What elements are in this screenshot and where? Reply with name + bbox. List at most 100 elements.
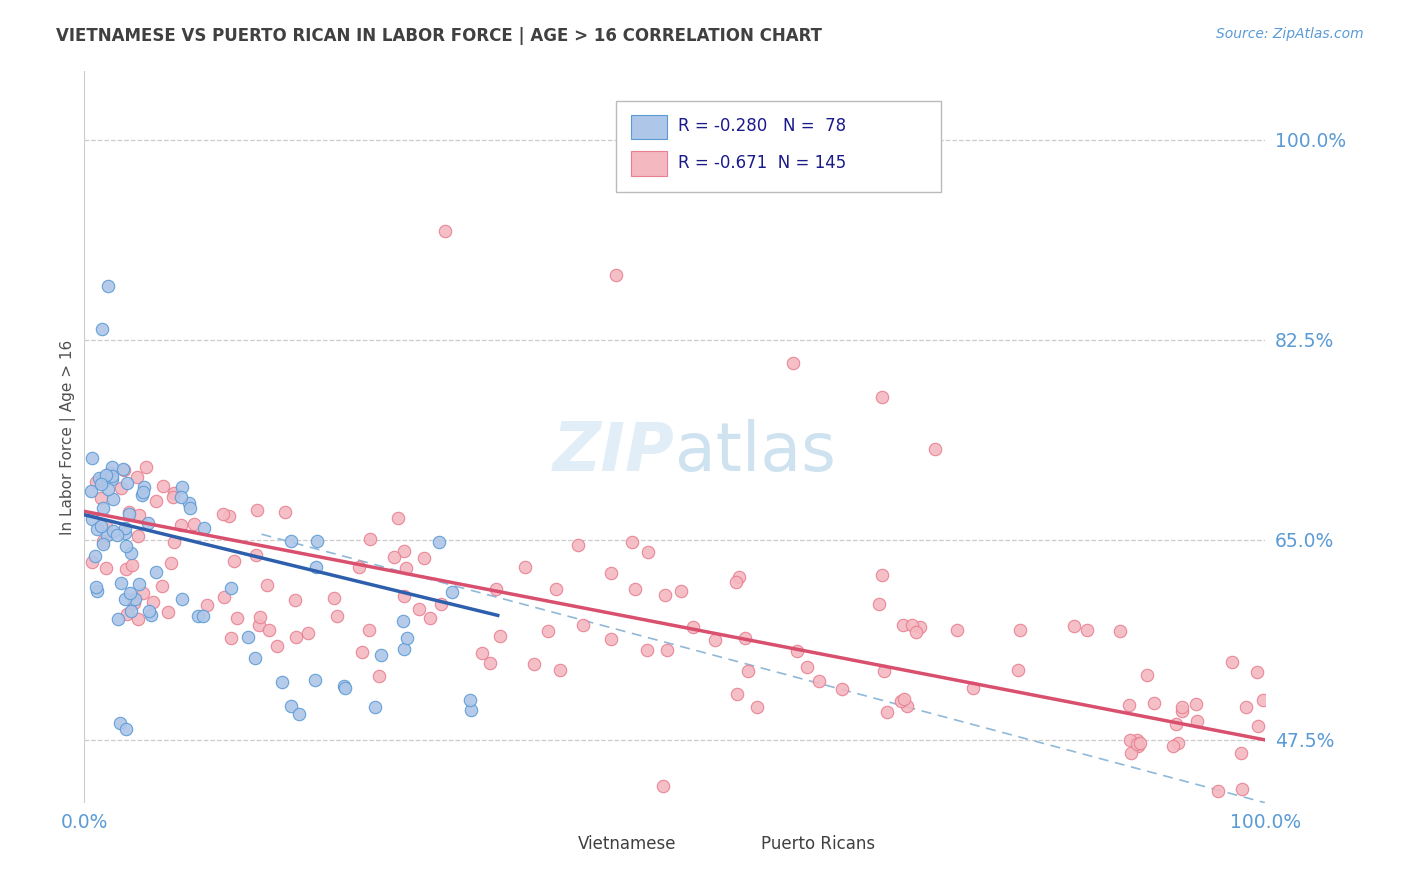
- Point: [288, 706, 311, 721]
- Point: [364, 700, 387, 714]
- Point: [247, 618, 270, 632]
- Point: [191, 608, 214, 623]
- Point: [145, 494, 167, 508]
- Point: [139, 607, 162, 622]
- Point: [945, 623, 967, 637]
- Point: [408, 601, 430, 615]
- Point: [1161, 739, 1184, 754]
- Point: [103, 524, 125, 538]
- Point: [870, 390, 893, 404]
- Point: [245, 549, 267, 563]
- Point: [1164, 716, 1187, 731]
- Point: [94, 519, 117, 533]
- Point: [90, 477, 112, 491]
- FancyBboxPatch shape: [616, 101, 941, 192]
- Point: [1171, 704, 1194, 718]
- Point: [1125, 737, 1147, 751]
- Point: [430, 597, 453, 611]
- Point: [100, 460, 122, 475]
- Point: [118, 505, 141, 519]
- Point: [391, 615, 413, 629]
- Point: [84, 475, 107, 489]
- Point: [901, 618, 924, 632]
- Point: [725, 574, 748, 589]
- Point: [101, 492, 124, 507]
- Point: [370, 648, 392, 662]
- Point: [392, 589, 415, 603]
- Point: [145, 565, 167, 579]
- Point: [114, 722, 136, 736]
- Point: [357, 623, 380, 637]
- Point: [352, 645, 374, 659]
- Point: [97, 279, 120, 293]
- Point: [471, 646, 494, 660]
- Point: [86, 584, 108, 599]
- Point: [485, 582, 508, 596]
- Point: [97, 482, 120, 496]
- Point: [1121, 746, 1143, 760]
- Point: [1063, 618, 1085, 632]
- Point: [872, 664, 894, 678]
- Point: [187, 608, 209, 623]
- Point: [636, 642, 658, 657]
- Point: [121, 558, 143, 572]
- Point: [1129, 736, 1152, 750]
- Point: [212, 507, 235, 521]
- Point: [84, 549, 107, 563]
- Point: [572, 618, 595, 632]
- Point: [727, 570, 749, 584]
- Point: [193, 521, 215, 535]
- Point: [134, 480, 156, 494]
- Point: [1246, 665, 1268, 679]
- Point: [395, 561, 418, 575]
- Point: [163, 535, 186, 549]
- Point: [1126, 739, 1149, 754]
- Point: [1171, 699, 1194, 714]
- Text: R = -0.280   N =  78: R = -0.280 N = 78: [679, 117, 846, 136]
- Point: [782, 356, 804, 370]
- Point: [86, 522, 108, 536]
- Point: [924, 442, 946, 456]
- Point: [600, 632, 623, 646]
- Point: [105, 527, 128, 541]
- Point: [212, 591, 235, 605]
- Point: [91, 475, 114, 489]
- Point: [440, 585, 463, 599]
- Point: [326, 609, 349, 624]
- Point: [249, 610, 271, 624]
- Point: [1234, 700, 1257, 714]
- Point: [807, 673, 830, 688]
- Point: [111, 462, 134, 476]
- Point: [183, 517, 205, 532]
- Point: [179, 500, 201, 515]
- Point: [80, 483, 103, 498]
- Point: [548, 663, 571, 677]
- Point: [91, 475, 114, 489]
- Point: [108, 715, 131, 730]
- Point: [131, 488, 153, 502]
- Point: [1008, 624, 1031, 638]
- Point: [152, 479, 174, 493]
- Point: [513, 560, 536, 574]
- Point: [132, 485, 155, 500]
- Point: [387, 511, 409, 525]
- Point: [114, 521, 136, 535]
- Point: [107, 612, 129, 626]
- Point: [419, 611, 441, 625]
- Y-axis label: In Labor Force | Age > 16: In Labor Force | Age > 16: [60, 340, 76, 534]
- Text: atlas: atlas: [675, 418, 835, 484]
- Text: Source: ZipAtlas.com: Source: ZipAtlas.com: [1216, 27, 1364, 41]
- Point: [1167, 736, 1189, 750]
- Point: [1230, 782, 1253, 797]
- Point: [125, 470, 148, 484]
- Point: [413, 550, 436, 565]
- Point: [101, 472, 124, 486]
- Point: [1126, 732, 1149, 747]
- Point: [94, 561, 117, 575]
- Point: [1143, 696, 1166, 710]
- Point: [195, 598, 218, 612]
- Point: [537, 624, 560, 638]
- Point: [142, 595, 165, 609]
- Point: [1247, 719, 1270, 733]
- Point: [870, 568, 893, 582]
